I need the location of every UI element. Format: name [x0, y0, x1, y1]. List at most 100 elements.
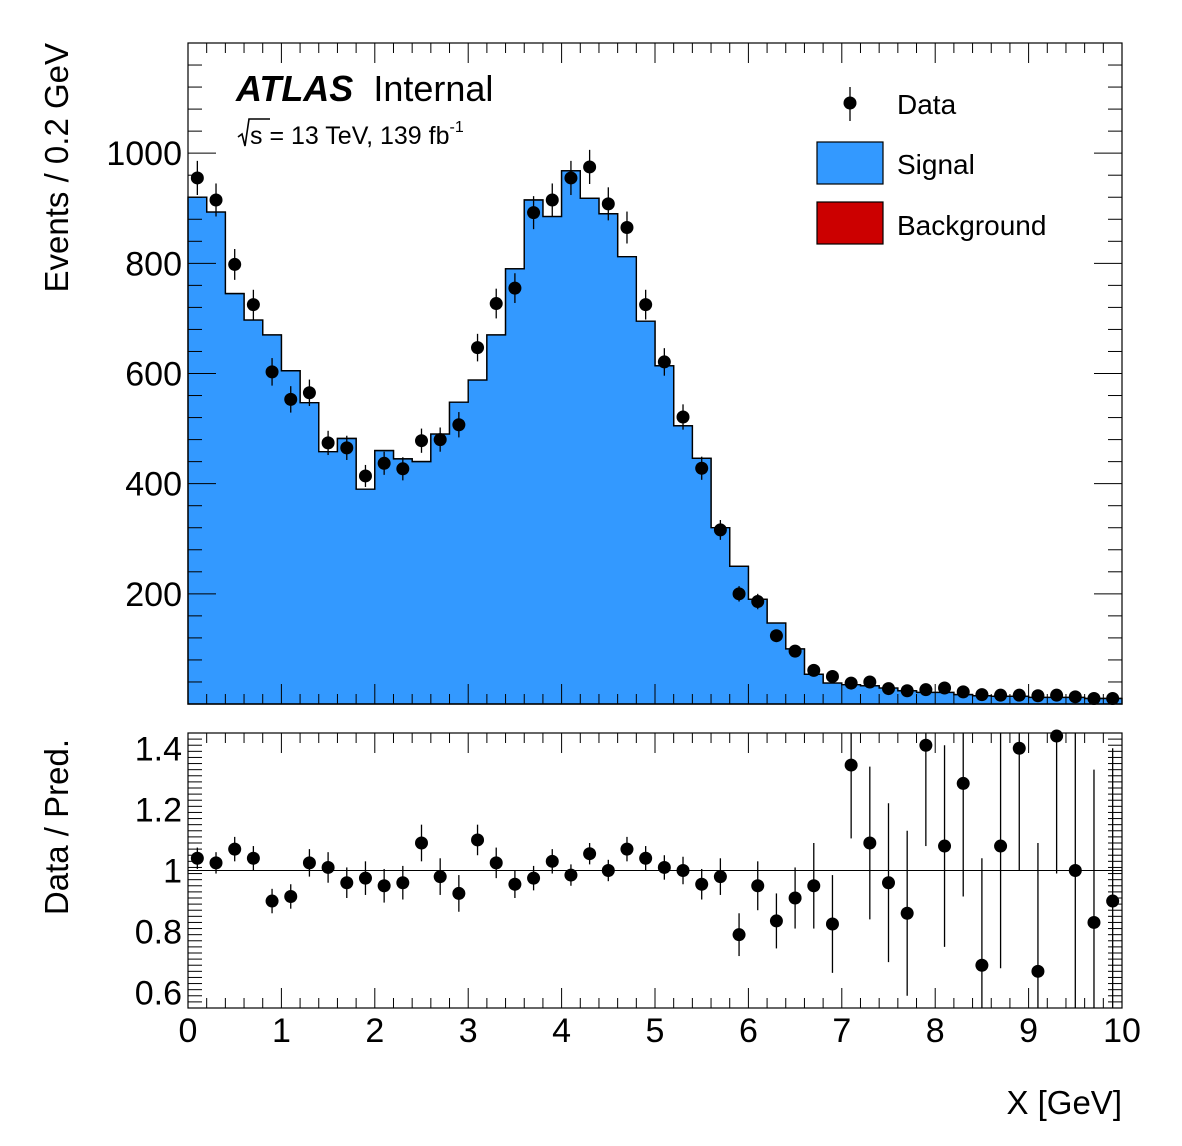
data-point — [564, 160, 578, 196]
data-point — [396, 457, 410, 481]
atlas-experiment-label: ATLAS Internal — [235, 68, 493, 109]
sqrt-symbol-icon — [237, 118, 270, 147]
ratio-point — [302, 849, 316, 877]
ratio-point — [956, 733, 970, 897]
ratio-marker — [190, 851, 204, 865]
data-marker — [302, 386, 316, 400]
ratio-marker — [471, 833, 485, 847]
ratio-y-tick-labels: 0.6 0.8 1 1.2 1.4 — [135, 730, 182, 1012]
data-marker — [433, 433, 447, 447]
data-marker — [358, 469, 372, 483]
ratio-marker — [639, 851, 653, 865]
ratio-point — [676, 856, 690, 885]
legend-background-swatch — [816, 201, 884, 245]
x-tick-label: 3 — [459, 1012, 478, 1050]
data-marker — [1031, 689, 1045, 703]
data-point — [769, 629, 783, 643]
data-marker — [769, 629, 783, 643]
ratio-marker — [340, 876, 354, 890]
ratio-marker — [844, 758, 858, 772]
data-point — [788, 644, 802, 658]
data-marker — [919, 683, 933, 697]
data-marker — [657, 355, 671, 369]
ratio-marker — [564, 868, 578, 882]
ratio-point — [751, 861, 765, 911]
legend-entry-signal: Signal — [816, 141, 975, 185]
ratio-marker — [302, 856, 316, 870]
ratio-marker — [284, 889, 298, 903]
ratio-point — [209, 852, 223, 874]
ratio-point — [1087, 769, 1101, 1008]
data-marker — [209, 193, 223, 207]
ratio-point — [807, 843, 821, 929]
ratio-marker — [601, 864, 615, 877]
data-point — [601, 187, 615, 221]
data-point — [1012, 688, 1026, 702]
ratio-point — [601, 859, 615, 882]
data-point — [657, 348, 671, 376]
ratio-point — [396, 865, 410, 900]
data-marker — [1106, 691, 1120, 705]
data-marker — [732, 587, 746, 601]
main-panel: 200 400 600 800 1000 Events / 0.2 GeV ATLAS … — [38, 42, 1123, 705]
data-marker — [900, 684, 914, 698]
data-marker — [788, 644, 802, 658]
data-marker — [620, 221, 634, 235]
data-point — [938, 681, 952, 695]
ratio-marker — [975, 958, 989, 972]
data-point — [639, 289, 653, 320]
ratio-point — [452, 875, 466, 912]
legend-entry-data: Data — [843, 87, 957, 121]
data-point — [228, 249, 242, 280]
ratio-point — [321, 852, 335, 883]
ratio-marker — [938, 839, 952, 853]
ratio-point — [900, 830, 914, 996]
ratio-marker — [657, 860, 671, 874]
data-marker — [377, 456, 391, 470]
ratio-point — [657, 855, 671, 880]
data-marker — [1050, 688, 1064, 702]
data-point — [695, 456, 709, 480]
data-marker — [695, 461, 709, 475]
atlas-status-text: Internal — [373, 68, 493, 109]
data-marker — [415, 434, 428, 448]
ratio-point — [769, 893, 783, 949]
ratio-marker — [882, 876, 895, 890]
data-point — [545, 183, 559, 217]
data-point — [527, 196, 541, 230]
ratio-point — [228, 836, 242, 862]
ratio-marker — [228, 842, 242, 856]
ratio-point — [415, 824, 428, 862]
ratio-marker — [713, 870, 727, 884]
data-point — [1068, 690, 1082, 704]
ratio-marker — [1031, 964, 1045, 978]
x-tick-label: 2 — [365, 1012, 384, 1050]
data-point — [433, 427, 447, 452]
data-point — [751, 593, 765, 610]
ratio-marker — [246, 851, 260, 865]
y-tick-label: 0.8 — [135, 914, 182, 952]
ratio-marker — [807, 879, 821, 893]
data-point — [1106, 691, 1120, 705]
ratio-marker — [788, 891, 802, 905]
ratio-marker — [676, 864, 690, 877]
main-axis-ticks — [187, 42, 1123, 705]
ratio-point — [340, 867, 354, 898]
main-y-axis-label: Events / 0.2 GeV — [38, 43, 75, 292]
ratio-marker — [433, 870, 447, 884]
data-marker — [284, 392, 298, 406]
ratio-point — [639, 846, 653, 871]
data-point — [863, 675, 877, 689]
ratio-marker — [377, 879, 391, 893]
data-point — [713, 520, 727, 540]
ratio-marker — [825, 917, 839, 931]
data-point — [340, 435, 354, 460]
data-point — [471, 333, 485, 362]
ratio-point — [545, 849, 559, 874]
data-point — [676, 404, 690, 430]
y-tick-label: 1.4 — [135, 730, 182, 768]
ratio-point — [938, 745, 952, 947]
legend-label-background: Background — [897, 210, 1046, 241]
x-tick-labels: 0 1 2 3 4 5 6 7 8 9 10 — [179, 1012, 1141, 1050]
